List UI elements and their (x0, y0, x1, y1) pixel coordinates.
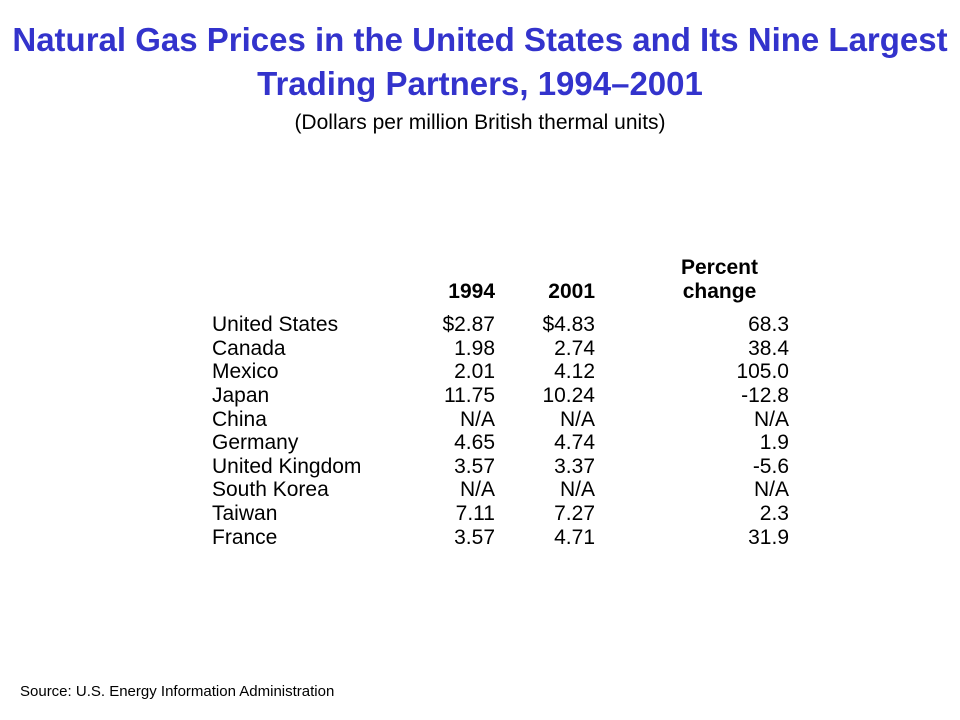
price-table-container: 1994 2001 Percent change United States $2… (206, 256, 792, 549)
country-cell: Taiwan (212, 501, 278, 525)
percent-change-cell: 31.9 (748, 525, 789, 549)
price-1994-cell: 4.65 (454, 431, 495, 455)
percent-change-header-line2: change (682, 279, 757, 303)
price-2001-cell: 7.27 (554, 501, 595, 525)
price-1994-cell: 2.01 (454, 360, 495, 384)
price-1994-cell: 3.57 (454, 454, 495, 478)
source-note: Source: U.S. Energy Information Administ… (20, 683, 335, 700)
page-subtitle: (Dollars per million British thermal uni… (294, 111, 666, 134)
country-cell: South Korea (212, 478, 329, 502)
percent-change-cell: -12.8 (741, 383, 789, 407)
table-row: France 3.57 4.71 31.9 (206, 526, 792, 550)
country-column-header (206, 256, 430, 313)
year-2001-column-header: 2001 (548, 279, 595, 303)
percent-change-header-line1: Percent (680, 256, 759, 279)
table-row: Mexico 2.01 4.12 105.0 (206, 360, 792, 384)
percent-change-cell: 1.9 (759, 431, 789, 455)
price-1994-cell: 11.75 (444, 383, 495, 407)
price-2001-cell: 2.74 (554, 336, 595, 360)
table-row: Germany 4.65 4.74 1.9 (206, 431, 792, 455)
price-2001-cell: 4.71 (554, 525, 595, 549)
country-cell: United States (212, 313, 339, 337)
page-title: Natural Gas Prices in the United States … (12, 21, 948, 102)
price-2001-cell: 4.12 (554, 360, 595, 384)
table-header: 1994 2001 Percent change (206, 256, 792, 313)
percent-change-cell: 68.3 (748, 313, 789, 337)
country-cell: Mexico (212, 360, 279, 384)
country-cell: United Kingdom (212, 454, 362, 478)
percent-change-cell: 105.0 (736, 360, 789, 384)
price-1994-cell: $2.87 (442, 313, 495, 337)
table-row: United States $2.87 $4.83 68.3 (206, 313, 792, 337)
price-2001-cell: N/A (559, 407, 595, 431)
table-row: Canada 1.98 2.74 38.4 (206, 337, 792, 361)
price-table: 1994 2001 Percent change United States $2… (206, 256, 792, 549)
country-cell: Germany (212, 431, 299, 455)
country-cell: China (212, 407, 267, 431)
price-1994-cell: N/A (459, 478, 495, 502)
country-cell: Canada (212, 336, 286, 360)
table-row: South Korea N/A N/A N/A (206, 478, 792, 502)
country-cell: France (212, 525, 278, 549)
percent-change-cell: N/A (753, 478, 789, 502)
price-2001-cell: N/A (559, 478, 595, 502)
table-body: United States $2.87 $4.83 68.3 Canada 1.98 2.7… (206, 313, 792, 549)
table-row: Japan 11.75 10.24 -12.8 (206, 384, 792, 408)
year-1994-column-header: 1994 (448, 279, 495, 303)
percent-change-cell: -5.6 (752, 454, 789, 478)
price-1994-cell: 7.11 (455, 501, 495, 525)
percent-change-column-header: Percent change (595, 256, 792, 313)
table-row: Taiwan 7.11 7.27 2.3 (206, 502, 792, 526)
table-row: United Kingdom 3.57 3.37 -5.6 (206, 455, 792, 479)
price-1994-cell: 3.57 (454, 525, 495, 549)
country-cell: Japan (212, 383, 270, 407)
price-2001-cell: 4.74 (554, 431, 595, 455)
percent-change-cell: N/A (753, 407, 789, 431)
table-row: China N/A N/A N/A (206, 408, 792, 432)
percent-change-cell: 38.4 (748, 336, 789, 360)
price-2001-cell: $4.83 (542, 313, 595, 337)
price-1994-cell: N/A (459, 407, 495, 431)
price-2001-cell: 10.24 (542, 383, 595, 407)
price-2001-cell: 3.37 (554, 454, 595, 478)
price-1994-cell: 1.98 (454, 336, 495, 360)
percent-change-cell: 2.3 (759, 501, 789, 525)
header-row: 1994 2001 Percent change (206, 256, 792, 313)
